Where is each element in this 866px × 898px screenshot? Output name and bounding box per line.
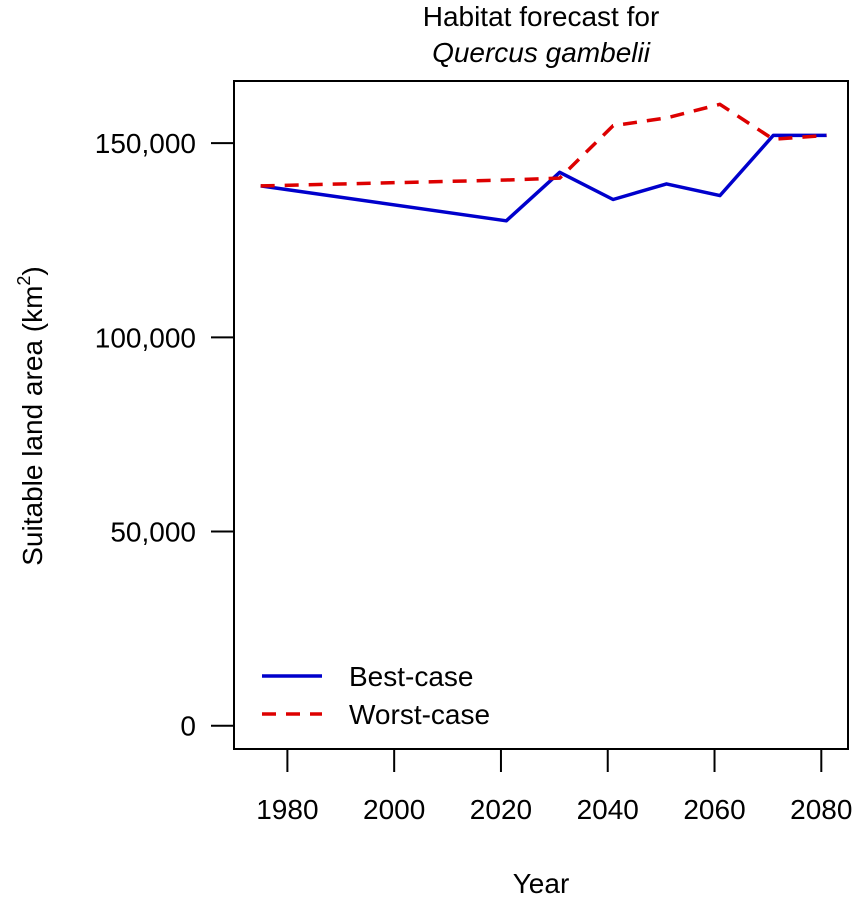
y-tick-label: 100,000 bbox=[95, 322, 196, 353]
y-axis: 0 50,000 100,000 150,000 bbox=[95, 128, 234, 742]
x-tick-label: 2020 bbox=[470, 794, 532, 825]
chart-title-line1: Habitat forecast for bbox=[423, 1, 660, 32]
y-axis-label: Suitable land area (km2) bbox=[14, 266, 48, 566]
x-tick-label: 2040 bbox=[577, 794, 639, 825]
y-tick-label: 50,000 bbox=[110, 517, 196, 548]
series-line-worst-case bbox=[260, 102, 827, 188]
plot-frame bbox=[233, 80, 849, 750]
x-tick-label: 1980 bbox=[256, 794, 318, 825]
legend-label-best-case: Best-case bbox=[349, 661, 474, 692]
x-tick-label: 2000 bbox=[363, 794, 425, 825]
series-layer bbox=[260, 102, 827, 223]
legend: Best-case Worst-case bbox=[262, 661, 490, 730]
y-axis-label-main: Suitable land area (km bbox=[17, 286, 48, 566]
chart-title: Habitat forecast for Quercus gambelii bbox=[423, 1, 660, 68]
x-axis: 1980 2000 2020 2040 2060 2080 bbox=[256, 749, 852, 825]
y-axis-label-superscript: 2 bbox=[14, 276, 34, 286]
y-tick-label: 0 bbox=[180, 711, 196, 742]
y-tick-label: 150,000 bbox=[95, 128, 196, 159]
x-axis-label: Year bbox=[513, 868, 570, 898]
chart-title-species: Quercus gambelii bbox=[432, 37, 651, 68]
legend-label-worst-case: Worst-case bbox=[349, 699, 490, 730]
x-tick-label: 2080 bbox=[790, 794, 852, 825]
x-tick-label: 2060 bbox=[683, 794, 745, 825]
series-line-best-case bbox=[260, 133, 827, 223]
y-axis-label-close: ) bbox=[17, 266, 48, 275]
